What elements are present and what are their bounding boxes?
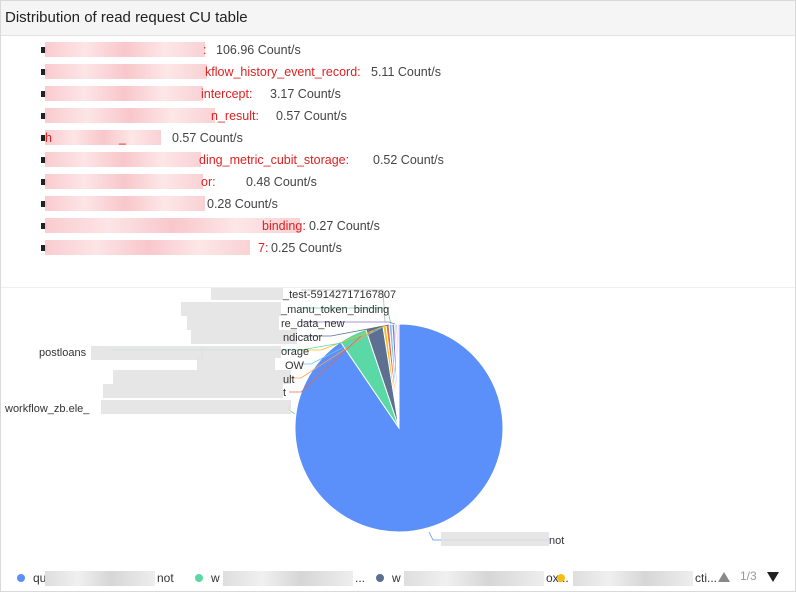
table-name-fragment: _ bbox=[119, 131, 126, 145]
read-cu-value: 0.25 Count/s bbox=[271, 241, 342, 255]
read-cu-value: 0.27 Count/s bbox=[309, 219, 380, 233]
redacted-legend-label bbox=[573, 571, 693, 586]
leader-line bbox=[301, 327, 382, 365]
table-name: 7: bbox=[258, 241, 269, 255]
table-name: kflow_history_event_record: bbox=[205, 65, 361, 79]
bullet-icon bbox=[41, 135, 47, 141]
legend-label: w bbox=[392, 571, 401, 585]
bullet-icon bbox=[41, 113, 47, 119]
redacted-label bbox=[91, 346, 203, 360]
bullet-icon bbox=[41, 69, 47, 75]
redacted-label bbox=[211, 288, 283, 300]
redacted-label bbox=[103, 384, 283, 398]
redacted-legend-label bbox=[404, 571, 544, 586]
redacted-label bbox=[187, 316, 279, 330]
read-cu-value: 0.48 Count/s bbox=[246, 175, 317, 189]
panel-header: Distribution of read request CU table bbox=[1, 1, 795, 36]
table-name: or: bbox=[201, 175, 216, 189]
legend-label: qu bbox=[33, 571, 47, 585]
legend-label-suffix: cti... bbox=[695, 571, 718, 585]
bullet-icon bbox=[41, 223, 47, 229]
slice-label: _manu_token_binding bbox=[280, 304, 389, 316]
legend-dot-icon bbox=[376, 574, 384, 582]
pie-slice[interactable] bbox=[397, 323, 400, 429]
legend-label-suffix: ... bbox=[355, 571, 366, 585]
slice-label: orage bbox=[281, 346, 309, 358]
bullet-icon bbox=[41, 201, 47, 207]
legend-label-suffix: not bbox=[157, 571, 174, 585]
legend-page-indicator: 1/3 bbox=[740, 569, 757, 583]
legend-item[interactable]: w... bbox=[195, 571, 366, 586]
legend-dot-icon bbox=[17, 574, 25, 582]
leader-line bbox=[301, 289, 386, 323]
redacted-table-name bbox=[45, 218, 300, 233]
slice-label: workflow_zb.ele_ bbox=[4, 403, 90, 415]
redacted-label bbox=[181, 302, 281, 316]
legend-label: w bbox=[211, 571, 220, 585]
redacted-table-name bbox=[45, 42, 205, 57]
table-name: h bbox=[45, 131, 52, 145]
redacted-label bbox=[441, 532, 549, 546]
leader-line bbox=[301, 324, 390, 337]
redacted-table-name bbox=[45, 86, 203, 101]
redacted-table-name bbox=[45, 130, 161, 145]
read-cu-value: 0.52 Count/s bbox=[373, 153, 444, 167]
slice-label: not bbox=[549, 535, 564, 547]
redacted-table-name bbox=[45, 64, 207, 79]
leader-line bbox=[301, 321, 396, 325]
legend-item[interactable]: wox... bbox=[376, 571, 569, 586]
legend-dot-icon bbox=[557, 574, 565, 582]
bullet-icon bbox=[41, 245, 47, 251]
chart-legend: 1/3 qu not w... wox... cti... bbox=[1, 561, 795, 591]
redacted-legend-label bbox=[223, 571, 353, 586]
slice-label: OW bbox=[285, 360, 305, 372]
read-cu-value: 5.11 Count/s bbox=[371, 65, 441, 79]
slice-label: t bbox=[283, 387, 286, 399]
redacted-table-name bbox=[45, 174, 203, 189]
redacted-table-name bbox=[45, 152, 201, 167]
panel-title: Distribution of read request CU table bbox=[5, 9, 248, 26]
redacted-label bbox=[101, 400, 291, 414]
legend-next-arrow-icon[interactable] bbox=[767, 572, 779, 582]
legend-prev-arrow-icon[interactable] bbox=[718, 572, 730, 582]
redacted-table-name bbox=[45, 240, 250, 255]
leader-line bbox=[301, 307, 392, 325]
legend-item[interactable]: qu not bbox=[17, 571, 187, 586]
leader-line bbox=[301, 325, 386, 351]
bullet-icon bbox=[41, 91, 47, 97]
pie-chart: _test-59142717167807 _manu_token_bindingr… bbox=[4, 288, 564, 547]
slice-label: postloans bbox=[39, 347, 87, 359]
bullet-icon bbox=[41, 157, 47, 163]
redacted-legend-label bbox=[45, 571, 155, 586]
read-cu-value: 0.28 Count/s bbox=[207, 197, 278, 211]
read-cu-value: 3.17 Count/s bbox=[270, 87, 341, 101]
table-name: binding: bbox=[262, 219, 306, 233]
bullet-icon bbox=[41, 47, 47, 53]
read-cu-value: 0.57 Count/s bbox=[276, 109, 347, 123]
table-name: : bbox=[203, 43, 207, 57]
redacted-table-name bbox=[45, 196, 205, 211]
divider bbox=[1, 287, 795, 288]
legend-item[interactable]: cti... bbox=[557, 571, 727, 586]
redacted-label bbox=[197, 358, 275, 370]
read-cu-value: 0.57 Count/s bbox=[172, 131, 243, 145]
slice-label: _test-59142717167807 bbox=[282, 289, 396, 301]
slice-label: ult bbox=[283, 374, 295, 386]
table-name: ding_metric_cubit_storage: bbox=[199, 153, 350, 167]
redacted-label bbox=[113, 370, 291, 384]
legend-dot-icon bbox=[195, 574, 203, 582]
redacted-label bbox=[191, 330, 297, 344]
bullet-icon bbox=[41, 179, 47, 185]
read-cu-value: 106.96 Count/s bbox=[216, 43, 301, 57]
redacted-table-name bbox=[45, 108, 215, 123]
slice-label: re_data_new bbox=[281, 318, 345, 330]
slice-label: ndicator bbox=[283, 332, 322, 344]
redacted-label bbox=[201, 346, 281, 358]
leader-line bbox=[289, 335, 362, 393]
table-name: intercept: bbox=[201, 87, 253, 101]
table-name: n_result: bbox=[211, 109, 259, 123]
